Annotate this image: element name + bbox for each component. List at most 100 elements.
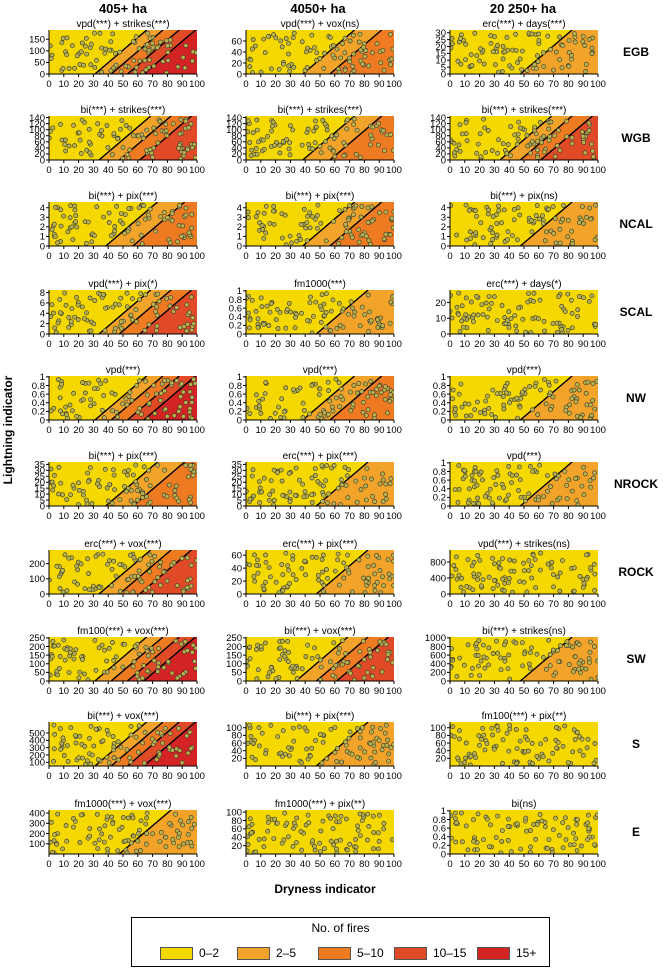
fire-point [51, 746, 57, 752]
y-tick-label: 300 [29, 743, 45, 754]
fire-point [277, 645, 283, 651]
fire-point [494, 391, 500, 397]
x-tick-label: 40 [504, 859, 515, 870]
fire-point [494, 221, 500, 226]
fire-point [335, 551, 341, 557]
fire-point [546, 137, 552, 143]
fire-point [458, 810, 464, 816]
fire-point [537, 462, 542, 468]
fire-point [309, 500, 315, 505]
fire-point [254, 151, 260, 157]
fire-point [277, 150, 283, 156]
x-tick-label: 90 [578, 771, 589, 782]
fire-point [477, 673, 482, 678]
fire-point [84, 147, 90, 153]
fire-point [390, 46, 394, 52]
fire-point [526, 558, 532, 564]
fire-point [459, 575, 465, 581]
fire-point [263, 751, 268, 757]
fire-point [338, 813, 344, 819]
fire-point [305, 318, 310, 323]
y-tick-label: 0 [237, 329, 242, 340]
fire-point [319, 557, 325, 562]
x-tick-label: 10 [460, 686, 471, 697]
y-tick-label: 60 [435, 137, 446, 148]
fire-point [296, 233, 302, 238]
fire-point [164, 413, 170, 419]
fire-point [106, 760, 112, 766]
fire-point [550, 394, 556, 400]
x-tick-label: 50 [315, 339, 326, 350]
fire-point [543, 737, 549, 742]
fire-point [505, 237, 510, 242]
fire-point [579, 483, 585, 489]
x-tick-label: 60 [534, 339, 545, 350]
legend-item-2: 5–10 [318, 945, 384, 961]
x-tick-label: 40 [103, 79, 114, 90]
fire-point [330, 826, 336, 832]
x-tick-label: 20 [270, 599, 281, 610]
fire-point [146, 467, 152, 473]
fire-point [374, 386, 380, 392]
fire-point [539, 139, 544, 145]
fire-point [493, 835, 499, 840]
fire-point [381, 826, 387, 832]
x-tick-label: 10 [460, 511, 471, 522]
fire-point [356, 39, 362, 45]
fire-point [315, 573, 321, 578]
fire-point [177, 748, 183, 753]
fire-point [61, 753, 67, 758]
y-tick-label: 0.4 [433, 832, 446, 843]
fire-point [307, 225, 313, 231]
x-tick-label: 70 [344, 686, 355, 697]
fire-point [124, 590, 130, 594]
fire-point [109, 583, 114, 589]
fire-point [487, 822, 493, 828]
fire-point [290, 844, 296, 849]
fire-point [142, 46, 148, 52]
fire-point [110, 640, 115, 645]
fire-point [183, 118, 189, 124]
fire-point [349, 235, 355, 240]
fire-point [133, 307, 139, 313]
fire-point [176, 834, 181, 840]
fire-point [97, 30, 103, 36]
x-tick-label: 40 [504, 339, 515, 350]
fire-point [523, 815, 529, 821]
fire-point [363, 233, 369, 239]
fire-point [294, 840, 299, 846]
legend-item-3: 10–15 [394, 945, 466, 961]
fire-point [74, 563, 80, 569]
fire-point [72, 143, 77, 149]
fire-point [330, 43, 336, 48]
fire-point [185, 832, 191, 837]
fire-point [153, 228, 159, 234]
x-tick-label: 30 [88, 425, 99, 436]
fire-point [571, 588, 577, 594]
fire-point [582, 471, 588, 477]
fire-point [290, 127, 296, 133]
x-tick-label: 20 [73, 511, 84, 522]
y-tick-label: 0.4 [229, 312, 242, 323]
fire-point [317, 386, 323, 392]
fire-point [388, 745, 394, 751]
fire-point [580, 204, 585, 209]
fire-point [595, 675, 598, 680]
x-tick-label: 10 [256, 251, 267, 262]
fire-point [262, 640, 268, 646]
fire-point [501, 588, 507, 594]
fire-point [135, 838, 141, 844]
column-title-1: 405+ ha [99, 1, 148, 16]
x-tick-label: 60 [330, 251, 341, 262]
fire-point [100, 738, 106, 744]
legend: No. of fires 0–2 2–5 5–10 10–15 15+ [131, 917, 550, 967]
y-tick-label: 20 [435, 149, 446, 160]
y-tick-label: 0 [237, 415, 242, 426]
fire-point [391, 583, 394, 588]
fire-point [501, 406, 507, 412]
fire-point [144, 392, 150, 398]
panel-title: vpd(***) + pix(*) [88, 279, 157, 290]
fire-point [455, 58, 461, 64]
fire-point [472, 242, 478, 246]
